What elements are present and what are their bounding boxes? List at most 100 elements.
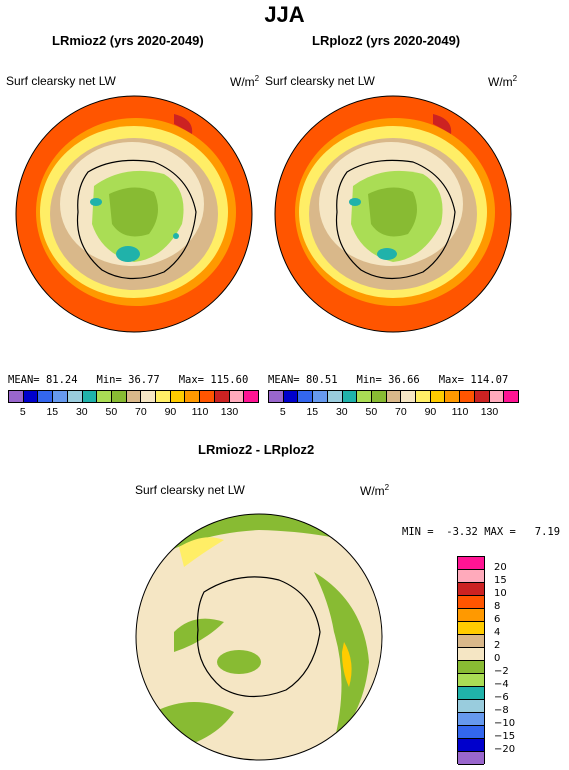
colorbar-swatch xyxy=(458,596,484,609)
panel2-mean: 80.51 xyxy=(305,374,338,386)
colorbar-tick-label: 15 xyxy=(494,575,507,586)
panel2-colorbar xyxy=(268,390,519,403)
panel2-field-label: Surf clearsky net LW xyxy=(265,74,375,88)
colorbar-swatch xyxy=(458,700,484,713)
diff-colorbar xyxy=(457,556,485,765)
diff-units: W/m2 xyxy=(360,483,390,498)
colorbar-tick-label: 6 xyxy=(494,614,501,625)
colorbar-tick-label: 8 xyxy=(494,601,501,612)
panel1-min: 36.77 xyxy=(128,374,160,386)
colorbar-swatch xyxy=(313,391,328,402)
panel1-title: LRmioz2 (yrs 2020-2049) xyxy=(52,33,204,48)
panel2-stats: MEAN= 80.51 Min= 36.66 Max= 114.07 xyxy=(268,374,509,386)
colorbar-swatch xyxy=(38,391,54,402)
colorbar-tick-label: −4 xyxy=(494,679,509,690)
colorbar-tick-label: 70 xyxy=(135,406,147,418)
colorbar-swatch xyxy=(458,713,484,726)
colorbar-swatch xyxy=(504,391,518,402)
colorbar-tick-label: 70 xyxy=(395,406,407,418)
colorbar-swatch xyxy=(200,391,215,402)
colorbar-swatch xyxy=(170,391,186,402)
colorbar-swatch xyxy=(458,739,484,752)
colorbar-tick-label: 90 xyxy=(164,406,177,418)
diff-polar-map xyxy=(135,513,383,761)
colorbar-swatch xyxy=(283,391,299,402)
panel2-title: LRploz2 (yrs 2020-2049) xyxy=(312,33,461,48)
colorbar-tick-label: 50 xyxy=(105,406,118,418)
colorbar-swatch xyxy=(111,391,127,402)
panel2-min: 36.66 xyxy=(388,374,420,386)
panel1-max: 115.60 xyxy=(210,374,249,386)
colorbar-swatch xyxy=(489,391,505,402)
colorbar-tick-label: −15 xyxy=(494,731,516,742)
diff-min: -3.32 xyxy=(446,526,478,538)
colorbar-swatch xyxy=(82,391,98,402)
colorbar-swatch xyxy=(445,391,461,402)
colorbar-swatch xyxy=(458,622,484,635)
colorbar-tick-label: 20 xyxy=(494,562,507,573)
colorbar-swatch xyxy=(214,391,230,402)
colorbar-swatch xyxy=(269,391,284,402)
colorbar-swatch xyxy=(342,391,358,402)
colorbar-swatch xyxy=(458,661,484,674)
colorbar-tick-label: 15 xyxy=(46,406,59,418)
colorbar-swatch xyxy=(97,391,112,402)
colorbar-swatch xyxy=(458,583,484,596)
colorbar-swatch xyxy=(416,391,431,402)
colorbar-swatch xyxy=(458,635,484,648)
panel1-units: W/m2 xyxy=(230,74,260,89)
colorbar-tick-label: 130 xyxy=(220,406,239,418)
colorbar-tick-label: 110 xyxy=(451,406,469,418)
colorbar-tick-label: −8 xyxy=(494,705,509,716)
colorbar-swatch xyxy=(474,391,490,402)
panel2-polar-map xyxy=(274,95,512,333)
colorbar-tick-label: 30 xyxy=(335,406,348,418)
colorbar-swatch xyxy=(67,391,83,402)
colorbar-swatch xyxy=(229,391,245,402)
colorbar-swatch xyxy=(458,648,484,661)
colorbar-swatch xyxy=(430,391,446,402)
diff-max: 7.19 xyxy=(534,526,561,538)
panel1-polar-map xyxy=(15,95,253,333)
panel1-field-label: Surf clearsky net LW xyxy=(6,74,116,88)
colorbar-swatch xyxy=(9,391,24,402)
colorbar-tick-label: 5 xyxy=(19,406,26,418)
colorbar-tick-label: −2 xyxy=(494,666,509,677)
colorbar-tick-label: −20 xyxy=(494,744,516,755)
colorbar-swatch xyxy=(371,391,387,402)
colorbar-tick-label: 10 xyxy=(494,588,507,599)
colorbar-swatch xyxy=(327,391,343,402)
colorbar-tick-label: 2 xyxy=(494,640,501,651)
colorbar-swatch xyxy=(23,391,39,402)
colorbar-tick-label: 90 xyxy=(424,406,437,418)
colorbar-tick-label: 4 xyxy=(494,627,501,638)
colorbar-swatch xyxy=(458,674,484,687)
colorbar-swatch xyxy=(460,391,475,402)
colorbar-swatch xyxy=(458,726,484,739)
panel2-max: 114.07 xyxy=(470,374,509,386)
colorbar-swatch xyxy=(357,391,372,402)
panel1-colorbar xyxy=(8,390,259,403)
diff-title: LRmioz2 - LRploz2 xyxy=(198,442,315,457)
colorbar-tick-label: 130 xyxy=(480,406,499,418)
colorbar-swatch xyxy=(244,391,258,402)
colorbar-swatch xyxy=(53,391,68,402)
colorbar-swatch xyxy=(458,570,484,583)
figure-title: JJA xyxy=(264,2,305,27)
colorbar-tick-label: −10 xyxy=(494,718,516,729)
colorbar-tick-label: −6 xyxy=(494,692,509,703)
panel2-units: W/m2 xyxy=(488,74,518,89)
colorbar-swatch xyxy=(458,609,484,622)
colorbar-swatch xyxy=(386,391,402,402)
colorbar-swatch xyxy=(185,391,201,402)
diff-field-label: Surf clearsky net LW xyxy=(135,483,245,497)
colorbar-swatch xyxy=(458,687,484,700)
colorbar-swatch xyxy=(156,391,171,402)
diff-minmax: MIN = -3.32 MAX = 7.19 xyxy=(402,526,561,538)
colorbar-swatch xyxy=(126,391,142,402)
colorbar-tick-label: 50 xyxy=(365,406,378,418)
colorbar-swatch xyxy=(298,391,314,402)
panel1-stats: MEAN= 81.24 Min= 36.77 Max= 115.60 xyxy=(8,374,249,386)
colorbar-swatch xyxy=(458,752,484,765)
colorbar-tick-label: 15 xyxy=(306,406,319,418)
